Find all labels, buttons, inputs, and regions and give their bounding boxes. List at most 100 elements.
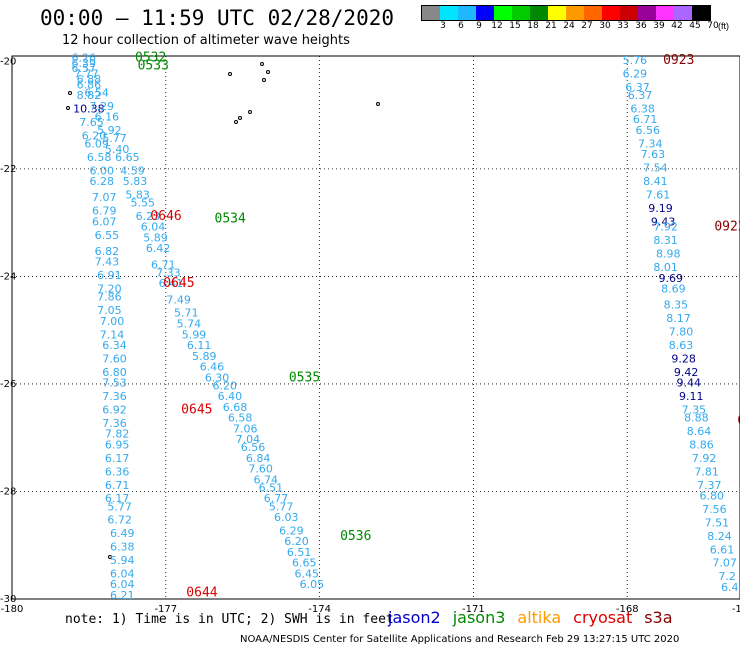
wave-height-value: 7.92: [692, 452, 717, 465]
wave-height-value: 7.60: [248, 463, 273, 476]
wave-height-value: 5.92: [97, 124, 122, 137]
wave-height-value: 6.74: [254, 473, 279, 486]
wave-height-value: 8.01: [653, 261, 678, 274]
wave-height-value: 7.33: [156, 266, 181, 279]
color-legend-bar: [421, 5, 711, 21]
wave-height-value: 7.65: [79, 116, 104, 129]
wave-height-value: 8.41: [643, 175, 668, 188]
legend-tick-label: 27: [581, 21, 593, 31]
legend-unit-label: (ft): [718, 21, 729, 31]
wave-height-value: 7.07: [712, 557, 737, 570]
legend-swatch: [566, 6, 584, 20]
wave-height-value: 6.04: [110, 578, 135, 591]
wave-height-value: 8.24: [707, 530, 732, 543]
wave-height-value: 6.58: [87, 151, 112, 164]
legend-swatch: [440, 6, 458, 20]
wave-height-value: 9.11: [679, 390, 704, 403]
y-tick-label: -24: [0, 271, 16, 282]
wave-height-value: 6.72: [107, 514, 132, 527]
legend-swatch: [548, 6, 566, 20]
legend-swatch: [584, 6, 602, 20]
legend-tick-label: 42: [671, 21, 683, 31]
wave-height-value: 6.37: [625, 81, 650, 94]
wave-height-value: 8.35: [664, 299, 689, 312]
wave-height-value: 6.91: [97, 269, 122, 282]
wave-height-value: 6.20: [284, 535, 309, 548]
island-marker: [108, 555, 112, 559]
wave-height-value: 5.77: [269, 500, 294, 513]
wave-height-value: 6.34: [102, 339, 127, 352]
legend-swatch: [530, 6, 548, 20]
wave-height-value: 7.92: [653, 221, 678, 234]
pass-time-label: 092: [737, 413, 740, 428]
wave-height-value: 7.36: [102, 390, 127, 403]
wave-height-value: 6.84: [246, 452, 271, 465]
wave-height-value: 8.86: [689, 438, 714, 451]
y-tick-label: -20: [0, 56, 16, 67]
wave-height-value: 7.61: [646, 188, 671, 201]
wave-height-value: 7.43: [95, 256, 120, 269]
legend-swatch: [458, 6, 476, 20]
wave-height-value: 7.60: [102, 352, 127, 365]
x-tick-label: -174: [308, 604, 331, 615]
wave-height-value: 6.86: [77, 78, 102, 91]
island-marker: [248, 110, 252, 114]
wave-height-value: 7.51: [705, 516, 730, 529]
note-text: note: 1) Time is in UTC; 2) SWH is in fe…: [65, 612, 394, 627]
wave-height-value: 6.57: [72, 62, 97, 75]
wave-height-value: 9.69: [659, 272, 684, 285]
wave-height-value: 6.51: [259, 481, 284, 494]
wave-height-value: 6.80: [700, 490, 725, 503]
wave-height-value: 6.17: [105, 492, 130, 505]
y-tick-label: -30: [0, 594, 16, 605]
wave-height-value: 5.55: [130, 197, 155, 210]
satellite-label-s3a: s3a: [644, 608, 673, 627]
wave-height-value: 6.28: [89, 175, 114, 188]
y-tick-label: -26: [0, 379, 16, 390]
wave-height-value: 7.81: [694, 465, 719, 478]
island-marker: [238, 116, 242, 120]
island-marker: [266, 70, 270, 74]
wave-height-value: 7.86: [97, 291, 122, 304]
pass-time-label: 0532: [135, 50, 166, 65]
legend-tick-label: 21: [545, 21, 557, 31]
map-frame: [11, 55, 740, 600]
satellite-label-jason3: jason3: [452, 608, 506, 627]
wave-height-value: 8.31: [653, 234, 678, 247]
wave-height-value: 6.82: [95, 245, 120, 258]
legend-swatch: [512, 6, 530, 20]
wave-height-value: 6.38: [630, 102, 655, 115]
wave-height-value: 6.61: [710, 543, 735, 556]
wave-height-value: 6.88: [77, 73, 102, 86]
wave-height-value: 6.4: [721, 581, 739, 594]
wave-height-value: 7.54: [643, 162, 668, 175]
wave-height-value: 6.30: [205, 371, 230, 384]
pass-time-label: 0535: [289, 370, 320, 385]
wave-height-value: 5.74: [177, 318, 202, 331]
legend-tick-label: 18: [527, 21, 539, 31]
satellite-legend: jason2 jason3 altika cryosat s3a: [388, 608, 685, 627]
wave-height-value: 6.23: [136, 210, 161, 223]
footer-credit: NOAA/NESDIS Center for Satellite Applica…: [240, 634, 680, 645]
wave-height-value: 6.77: [264, 492, 289, 505]
wave-height-value: 6.71: [105, 479, 130, 492]
wave-height-value: 6.79: [92, 205, 117, 218]
wave-height-value: 6.03: [274, 511, 299, 524]
page-subtitle: 12 hour collection of altimeter wave hei…: [62, 33, 350, 48]
island-marker: [376, 102, 380, 106]
legend-swatch: [620, 6, 638, 20]
island-marker: [260, 62, 264, 66]
legend-swatch: [692, 6, 710, 20]
wave-height-value: 8.88: [684, 412, 709, 425]
wave-height-value: 6.40: [218, 390, 243, 403]
legend-tick-label: 15: [509, 21, 521, 31]
pass-time-label: 0644: [186, 585, 217, 600]
wave-height-value: 6.16: [95, 111, 120, 124]
legend-swatch: [674, 6, 692, 20]
pass-time-label: 0645: [181, 403, 212, 418]
wave-height-value: 7.2: [718, 570, 736, 583]
wave-height-value: 6.21: [110, 589, 135, 602]
wave-height-value: 8.82: [77, 89, 102, 102]
wave-height-value: 5.89: [192, 350, 217, 363]
